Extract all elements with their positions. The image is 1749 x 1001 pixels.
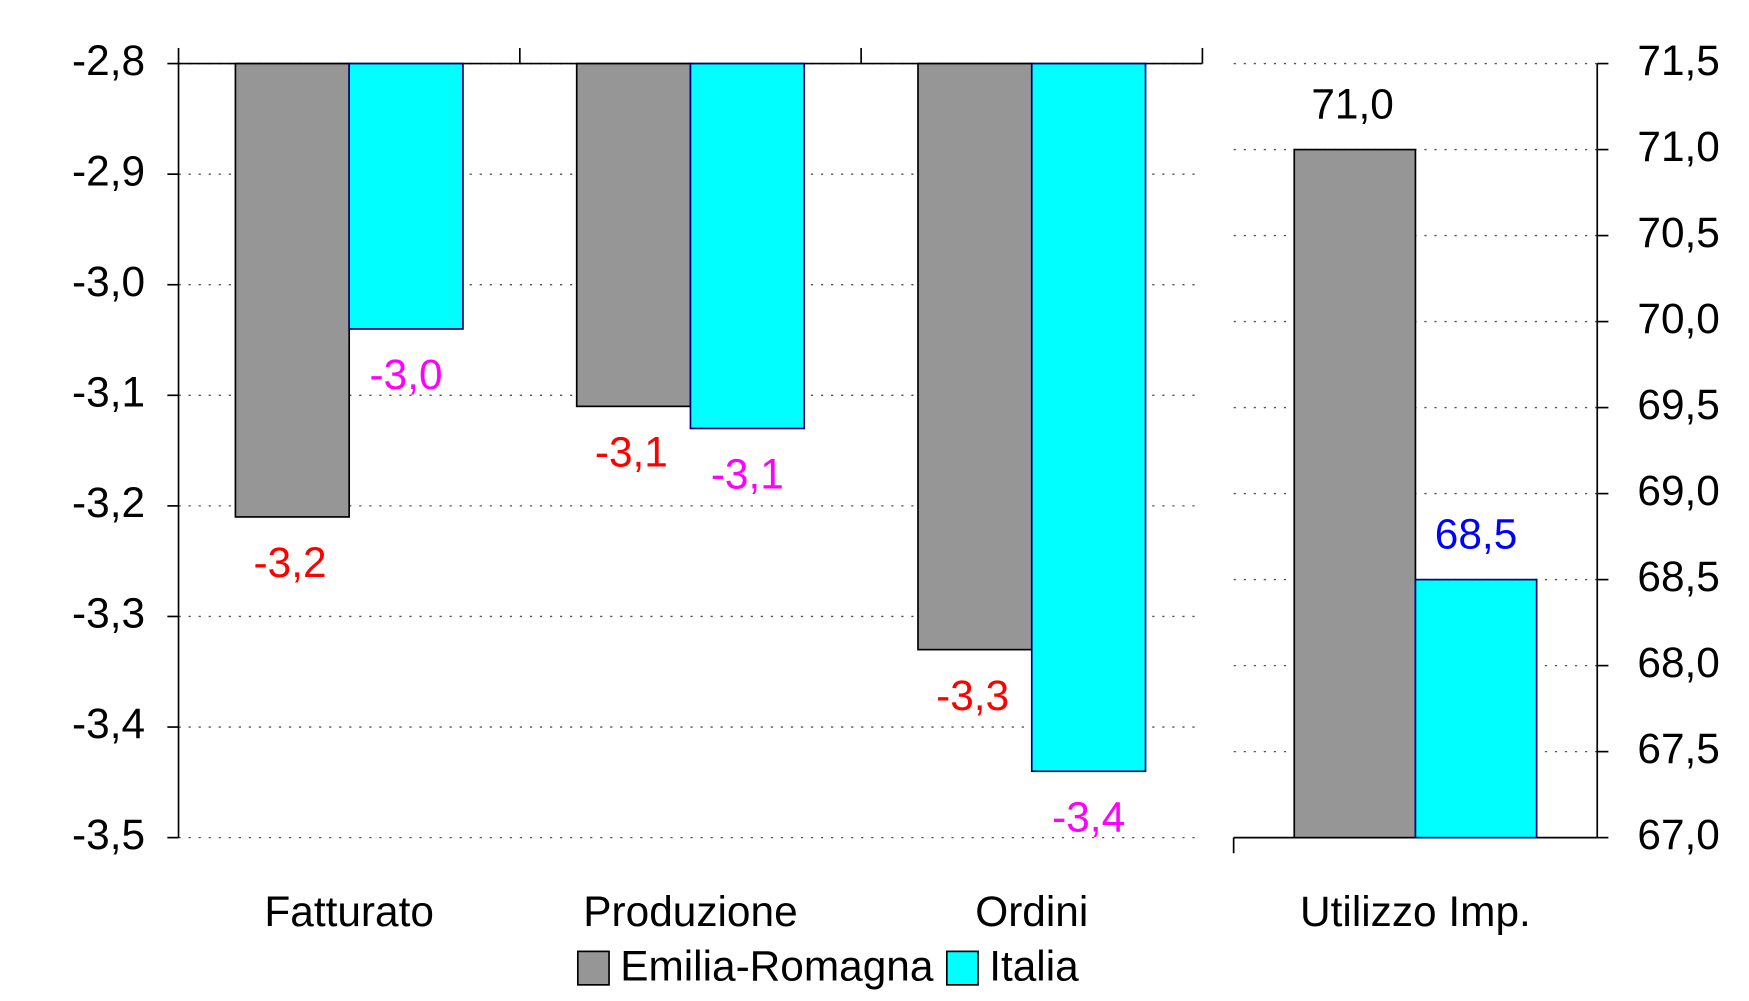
bar	[1414, 578, 1538, 839]
y-tick-label: -3,3	[72, 590, 145, 637]
legend-label: Italia	[989, 942, 1079, 989]
y-tick-label: 69,5	[1637, 381, 1719, 428]
y-tick-label: 70,5	[1637, 209, 1719, 256]
bar	[1293, 148, 1417, 839]
x-tick-label: Utilizzo Imp.	[1300, 888, 1531, 935]
value-label: 68,5	[1435, 510, 1517, 557]
value-label: -3,1	[711, 451, 784, 498]
y-tick-label: -3,2	[72, 479, 145, 526]
x-tick-label: Fatturato	[264, 888, 434, 935]
y-tick-label: 68,0	[1637, 639, 1719, 686]
bar	[234, 62, 351, 518]
bar	[689, 62, 806, 430]
value-label: -3,3	[936, 672, 1009, 719]
y-tick-label: 67,5	[1637, 725, 1719, 772]
y-tick-label: -3,5	[72, 811, 145, 858]
bar	[348, 62, 464, 330]
y-tick-label: 71,0	[1637, 123, 1719, 170]
bar	[1030, 62, 1147, 773]
x-tick-label: Produzione	[583, 888, 797, 935]
y-tick-label: 67,0	[1637, 811, 1719, 858]
value-label: -3,2	[254, 539, 327, 586]
x-tick-label: Ordini	[975, 888, 1088, 935]
bar	[917, 62, 1033, 651]
y-tick-label: -3,1	[72, 368, 145, 415]
y-tick-label: -3,0	[72, 258, 145, 305]
value-label: -3,0	[370, 351, 443, 398]
value-label: 71,0	[1311, 80, 1393, 127]
y-tick-label: 71,5	[1637, 37, 1719, 84]
value-label: -3,4	[1052, 794, 1125, 841]
y-tick-label: -2,8	[72, 37, 145, 84]
y-tick-label: -2,9	[72, 147, 145, 194]
y-tick-label: 70,0	[1637, 295, 1719, 342]
value-label: -3,1	[595, 429, 668, 476]
legend-swatch	[576, 950, 610, 986]
y-tick-label: 68,5	[1637, 553, 1719, 600]
y-tick-label: -3,4	[72, 700, 145, 747]
bar	[575, 62, 692, 408]
legend-label: Emilia-Romagna	[620, 942, 934, 989]
legend-swatch	[945, 950, 979, 986]
y-tick-label: 69,0	[1637, 467, 1719, 514]
